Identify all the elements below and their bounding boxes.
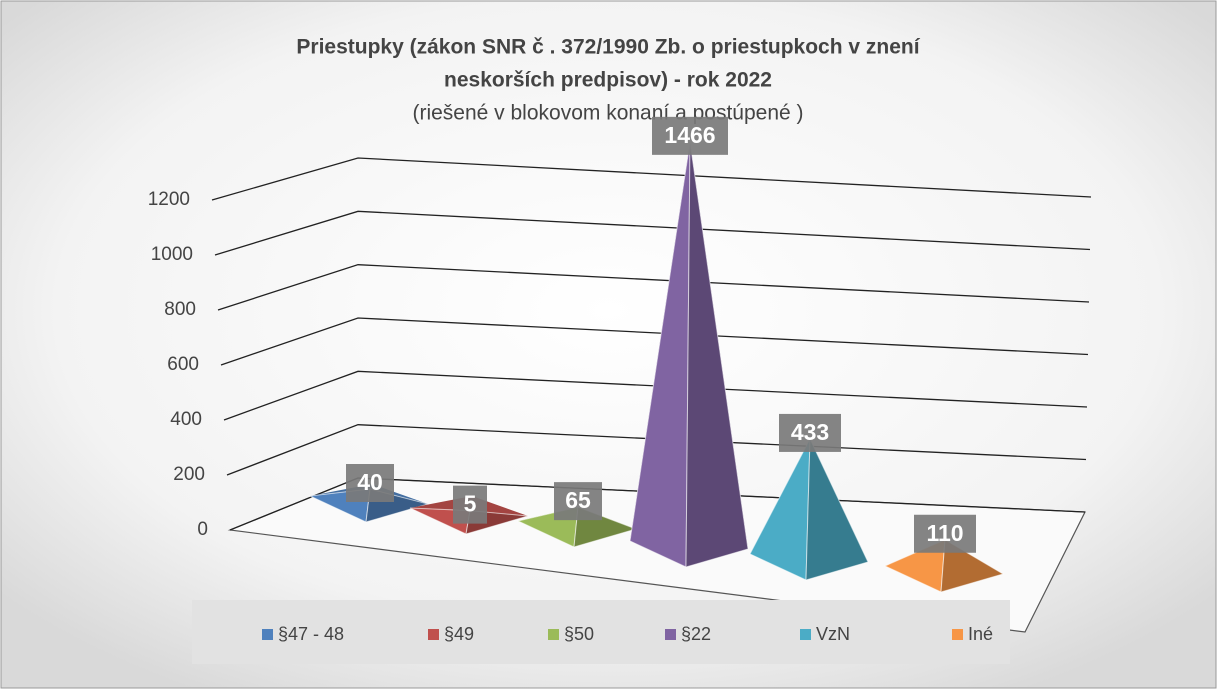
grid-line (220, 317, 1089, 366)
grid-line (223, 370, 1088, 421)
grid-line (226, 424, 1087, 476)
data-label-box (779, 413, 841, 452)
legend-label: §50 (564, 624, 594, 644)
legend-box (192, 600, 1010, 664)
y-tick-label: 0 (197, 519, 208, 540)
legend-label: §47 - 48 (278, 624, 344, 644)
legend-swatch (952, 629, 963, 640)
grid-line (217, 264, 1090, 311)
pyramid-side (685, 141, 749, 568)
y-tick-label: 1200 (148, 189, 190, 210)
chart-subtitle: (riešené v blokovom konaní a postúpené ) (412, 102, 803, 125)
data-label: 65 (565, 487, 591, 513)
chart-title: neskorších predpisov) - rok 2022 (444, 69, 772, 92)
data-label-box (652, 116, 728, 155)
legend-label: Iné (968, 624, 993, 644)
chart-title: Priestupky (zákon SNR č . 372/1990 Zb. o… (296, 36, 920, 59)
legend-label: VzN (816, 624, 850, 644)
legend-label: §22 (681, 624, 711, 644)
legend-label: §49 (444, 624, 474, 644)
y-tick-label: 1000 (151, 244, 193, 265)
grid-line (214, 210, 1091, 256)
legend-swatch (800, 629, 811, 640)
data-label-box (554, 482, 602, 521)
legend-swatch (262, 629, 273, 640)
data-label: 5 (464, 491, 477, 517)
y-tick-label: 600 (167, 354, 199, 375)
y-tick-label: 200 (173, 464, 205, 485)
pyramid-side (805, 438, 869, 581)
y-tick-label: 400 (170, 409, 202, 430)
data-label: 1466 (664, 122, 715, 148)
data-label-box (346, 464, 394, 502)
data-label-box (453, 485, 487, 524)
legend-swatch (548, 629, 559, 640)
data-label: 110 (926, 520, 963, 546)
grid-line (211, 157, 1092, 201)
data-label-box (914, 514, 976, 553)
legend-swatch (428, 629, 439, 640)
legend-swatch (665, 629, 676, 640)
y-tick-label: 800 (164, 299, 196, 320)
pyramid-side (940, 538, 1005, 593)
data-label: 40 (357, 469, 383, 495)
data-label: 433 (791, 419, 829, 445)
